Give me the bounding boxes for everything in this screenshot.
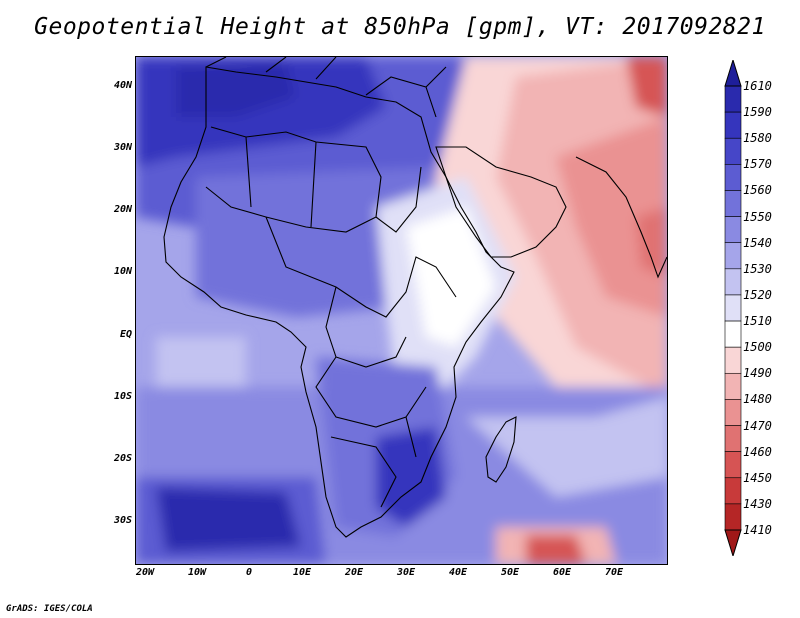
colorbar-label: 1530 (743, 261, 772, 276)
colorbar-cell (724, 294, 742, 322)
colorbar-cell (724, 451, 742, 479)
colorbar-cell (724, 503, 742, 531)
lon-label-50e: 50E (500, 567, 520, 578)
colorbar-cell (724, 164, 742, 191)
lat-label-30s: 30S (113, 515, 132, 526)
colorbar-cell (724, 85, 742, 113)
colorbar-label: 1410 (743, 523, 772, 537)
colorbar-label: 1500 (743, 340, 772, 355)
colorbar-cell (724, 399, 742, 426)
colorbar (724, 60, 742, 556)
arrow-up-icon (724, 60, 742, 87)
colorbar-label: 1510 (743, 314, 772, 329)
colorbar-label: 1610 (743, 79, 772, 93)
lon-label-20e: 20E (344, 567, 364, 578)
map-title: Geopotential Height at 850hPa [gpm], VT:… (34, 14, 766, 40)
colorbar-cell (724, 137, 742, 165)
colorbar-label: 1460 (743, 444, 772, 459)
lon-label-70e: 70E (604, 567, 624, 578)
colorbar-label: 1560 (743, 183, 772, 198)
lon-label-0: 0 (245, 567, 253, 578)
colorbar-label: 1470 (743, 418, 772, 433)
lat-label-10s: 10S (113, 391, 132, 402)
colorbar-cell (724, 190, 742, 217)
geopotential-field (136, 57, 667, 564)
colorbar-cell (724, 425, 742, 452)
lon-label-40e: 40E (448, 567, 468, 578)
colorbar-cell (724, 111, 742, 139)
colorbar-label: 1490 (743, 366, 772, 381)
colorbar-label: 1550 (743, 209, 772, 224)
colorbar-label: 1590 (743, 105, 772, 120)
colorbar-label: 1480 (743, 392, 772, 407)
colorbar-label: 1520 (743, 287, 772, 302)
colorbar-cell (724, 346, 742, 374)
colorbar-label: 1580 (743, 131, 772, 146)
colorbar-label: 1450 (743, 470, 772, 485)
lon-label-30e: 30E (396, 567, 416, 578)
colorbar-cell (724, 477, 742, 505)
colorbar-cell (724, 372, 742, 400)
coastline (163, 57, 667, 538)
lat-label-20s: 20S (113, 453, 132, 464)
colorbar-cell (724, 320, 742, 348)
lon-label-10w: 10W (187, 567, 207, 578)
colorbar-label: 1430 (743, 496, 772, 511)
lat-label-30n: 30N (113, 142, 132, 153)
colorbar-label: 1570 (743, 157, 772, 172)
lon-label-10e: 10E (292, 567, 312, 578)
lon-label-20w: 20W (135, 567, 155, 578)
colorbar-label: 1540 (743, 235, 772, 250)
arrow-down-icon (724, 529, 742, 556)
map-panel (135, 56, 668, 565)
footer-credit: GrADS: IGES/COLA (6, 604, 93, 614)
lat-label-10n: 10N (113, 266, 132, 277)
colorbar-cell (724, 242, 742, 270)
colorbar-cell (724, 268, 742, 296)
colorbar-cell (724, 216, 742, 244)
lat-label-20n: 20N (113, 204, 132, 215)
lat-label-eq: EQ (119, 329, 132, 340)
lat-label-40n: 40N (113, 80, 132, 91)
lon-label-60e: 60E (552, 567, 572, 578)
